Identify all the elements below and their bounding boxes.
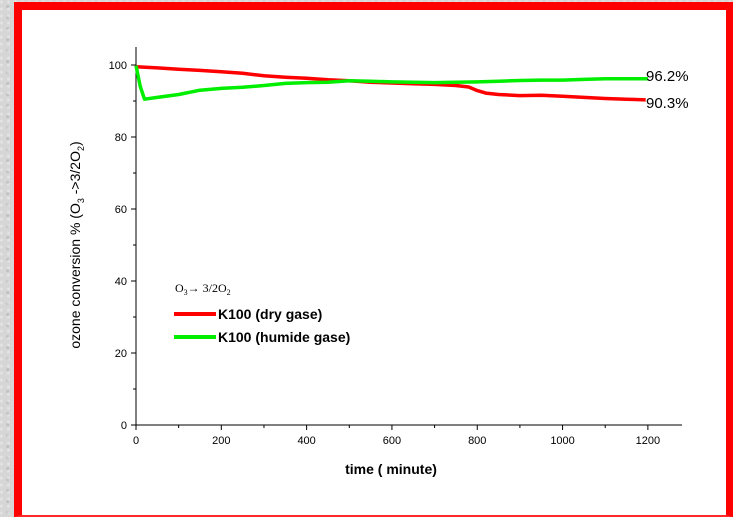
legend-label-dry: K100 (dry gase) bbox=[218, 306, 322, 322]
x-tick-label: 200 bbox=[212, 435, 230, 447]
y-tick-label: 80 bbox=[115, 132, 127, 144]
legend-label-humide: K100 (humide gase) bbox=[218, 329, 350, 345]
x-tick-label: 400 bbox=[297, 435, 315, 447]
annotation-humid-end: 96.2% bbox=[646, 68, 689, 85]
y-tick-label: 40 bbox=[115, 276, 127, 288]
y-axis-title: ozone conversion % (O3 ->3/2O2) bbox=[67, 141, 86, 348]
y-tick-label: 0 bbox=[121, 420, 127, 432]
x-axis-title: time ( minute) bbox=[345, 461, 437, 477]
x-tick-label: 1200 bbox=[636, 435, 660, 447]
x-tick-label: 600 bbox=[383, 435, 401, 447]
series-line-humide bbox=[134, 65, 648, 101]
legend-header: O3→ 3/2O2 bbox=[175, 281, 231, 297]
y-tick-label: 20 bbox=[115, 348, 127, 360]
axes: 0 200 400 600 800 1000 1200 0 20 40 60 80 100 bbox=[109, 47, 682, 447]
x-tick-label: 800 bbox=[468, 435, 486, 447]
x-tick-label: 1000 bbox=[550, 435, 574, 447]
x-tick-label: 0 bbox=[133, 435, 139, 447]
annotation-dry-end: 90.3% bbox=[646, 95, 689, 112]
series-layer bbox=[134, 65, 648, 102]
y-tick-label: 60 bbox=[115, 204, 127, 216]
chart-frame bbox=[14, 2, 733, 517]
y-tick-label: 100 bbox=[109, 60, 127, 72]
legend: O3→ 3/2O2 K100 (dry gase) K100 (humide g… bbox=[174, 281, 350, 345]
